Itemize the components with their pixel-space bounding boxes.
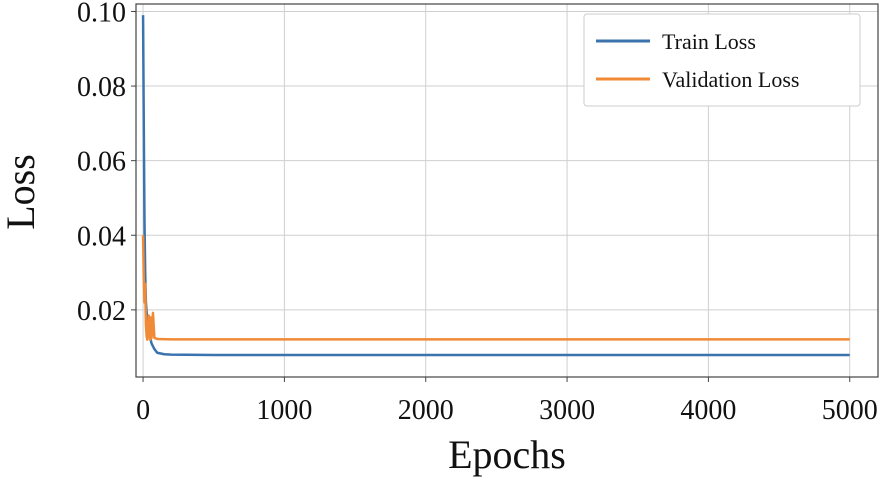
y-tick-label: 0.06 xyxy=(77,147,126,178)
x-tick-label: 3000 xyxy=(539,395,595,426)
axis-ticks: 0 1000 2000 3000 4000 5000 0.02 0.04 0.06 0.08 0.1… xyxy=(77,0,878,426)
legend-label-validation-loss: Validation Loss xyxy=(662,67,800,92)
validation-loss-line xyxy=(141,235,850,341)
x-tick-label: 1000 xyxy=(256,395,312,426)
x-tick-label: 0 xyxy=(136,395,150,426)
legend-label-train-loss: Train Loss xyxy=(662,29,756,54)
x-axis-label: Epochs xyxy=(448,432,566,477)
x-tick-label: 5000 xyxy=(822,395,878,426)
legend: Train Loss Validation Loss xyxy=(583,13,861,107)
train-loss-line xyxy=(141,15,850,357)
plot-area-frame xyxy=(135,3,879,378)
x-tick-label: 2000 xyxy=(398,395,454,426)
y-tick-label: 0.10 xyxy=(77,0,126,28)
y-tick-label: 0.08 xyxy=(77,72,126,103)
y-tick-label: 0.02 xyxy=(77,296,126,327)
series-layer xyxy=(141,15,850,357)
y-axis-label: Loss xyxy=(0,154,43,230)
x-tick-label: 4000 xyxy=(680,395,736,426)
legend-box xyxy=(583,13,861,107)
y-tick-label: 0.04 xyxy=(77,221,126,252)
